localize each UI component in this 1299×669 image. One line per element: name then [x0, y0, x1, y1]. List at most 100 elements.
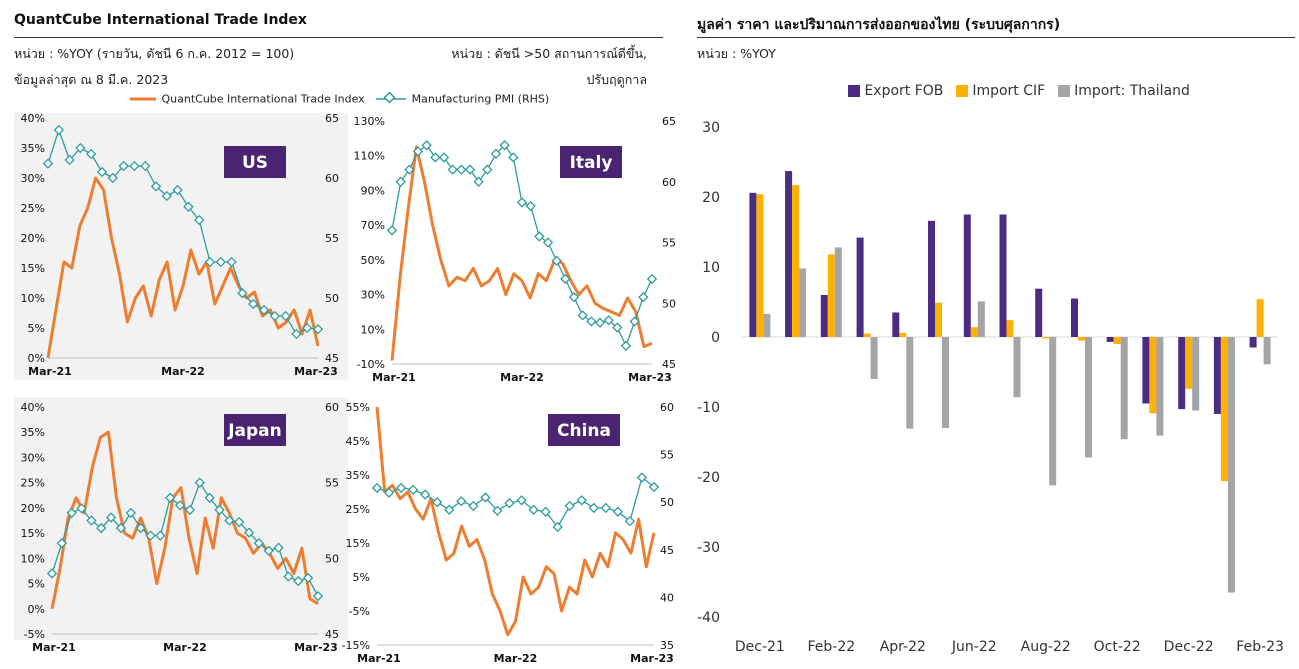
pmi-marker — [293, 575, 304, 587]
y-left-tick-label: 15% — [346, 537, 370, 550]
pmi-marker — [508, 152, 519, 163]
y-left-tick-label: 30% — [361, 289, 385, 302]
pmi-marker — [447, 164, 458, 175]
bar-import-thailand — [799, 268, 807, 337]
pmi-marker — [473, 176, 484, 187]
pmi-marker — [234, 516, 245, 528]
pmi-marker — [482, 164, 493, 175]
pmi-marker — [86, 515, 97, 526]
y-left-tick-label: 35% — [21, 142, 45, 155]
bar-export-fob — [820, 295, 828, 337]
trade-index-legend-label: QuantCube International Trade Index — [161, 92, 365, 106]
pmi-marker — [258, 304, 270, 316]
export-fob-legend-label: Export FOB — [864, 83, 944, 99]
pmi-marker — [253, 538, 265, 549]
pmi-marker — [468, 500, 479, 512]
y-right-tick-label: 55 — [325, 232, 339, 245]
pmi-marker — [56, 538, 68, 549]
pmi-marker — [273, 542, 284, 553]
country-label-box — [224, 146, 286, 178]
right-unit-note: หน่วย : ดัชนี >50 สถานการณ์ดีขึ้น, — [451, 46, 647, 61]
pmi-marker — [155, 530, 166, 541]
pmi-marker — [612, 322, 623, 333]
bar-export-fob — [1213, 337, 1221, 414]
pmi-marker — [603, 315, 614, 326]
bar-y-tick-label: 10 — [702, 260, 720, 276]
pmi-marker — [540, 506, 551, 517]
pmi-marker — [248, 298, 259, 310]
x-tick-label: Mar-23 — [630, 652, 674, 665]
y-left-tick-label: 130% — [354, 115, 385, 128]
pmi-marker — [42, 158, 54, 169]
x-tick-label: Mar-21 — [372, 371, 416, 384]
y-left-tick-label: 20% — [21, 502, 45, 515]
bar-import-cif — [1220, 337, 1228, 482]
pmi-marker — [165, 492, 176, 503]
x-tick-label: Mar-22 — [163, 641, 207, 654]
pmi-marker — [86, 148, 97, 160]
pmi-marker — [194, 477, 205, 488]
pmi-marker — [407, 484, 419, 495]
pmi-marker — [371, 482, 383, 494]
y-left-tick-label: 40% — [21, 401, 45, 414]
pmi-marker — [140, 160, 151, 172]
country-label: Italy — [570, 153, 613, 173]
pmi-marker — [560, 273, 571, 285]
bar-x-tick-label: Oct-22 — [1094, 639, 1141, 655]
pmi-marker — [612, 506, 624, 517]
left-unit-note: หน่วย : %YOY (รายวัน, ดัชนี 6 ก.ค. 2012 … — [14, 46, 295, 61]
y-right-tick-label: 55 — [325, 477, 339, 490]
pmi-legend-label: Manufacturing PMI (RHS) — [411, 92, 550, 106]
panel-us: 40%35%30%25%20%15%10%5%0%6560555045Mar-2… — [14, 112, 348, 380]
y-left-tick-label: 55% — [346, 401, 370, 414]
y-left-tick-label: 50% — [361, 254, 385, 267]
pmi-marker — [75, 142, 86, 154]
x-tick-label: Mar-23 — [628, 371, 672, 384]
pmi-marker — [420, 489, 431, 500]
bar-import-cif — [970, 327, 978, 337]
x-tick-label: Mar-23 — [294, 365, 338, 378]
bar-import-thailand — [1085, 337, 1092, 458]
export-fob-swatch — [848, 85, 860, 97]
country-label-box — [224, 414, 286, 446]
import-cif-swatch — [955, 85, 968, 97]
y-left-tick-label: 110% — [354, 150, 385, 163]
y-right-tick-label: 55 — [662, 237, 676, 250]
pmi-marker — [576, 495, 587, 506]
pmi-marker — [66, 507, 77, 519]
pmi-marker — [243, 527, 255, 538]
pmi-marker — [490, 148, 502, 159]
right-unit-note-2: ปรับฤดูกาล — [586, 72, 647, 87]
left-date-note: ข้อมูลล่าสุด ณ 8 มี.ค. 2023 — [14, 72, 169, 87]
bar-import-cif — [756, 194, 764, 337]
y-right-tick-label: 50 — [325, 292, 339, 305]
bar-y-tick-label: -20 — [697, 470, 720, 486]
bar-import-thailand — [1263, 337, 1271, 365]
pmi-marker — [194, 214, 205, 226]
pmi-marker — [395, 482, 407, 494]
y-right-tick-label: 60 — [325, 172, 339, 185]
pmi-marker — [118, 160, 129, 172]
bar-y-tick-label: 20 — [702, 190, 720, 206]
pmi-marker — [421, 140, 432, 151]
pmi-marker — [183, 201, 194, 212]
y-left-tick-label: -15% — [342, 639, 370, 652]
pmi-marker — [456, 164, 467, 175]
pmi-marker — [404, 164, 415, 175]
pmi-marker — [96, 522, 107, 534]
y-left-tick-label: -10% — [357, 358, 385, 371]
y-left-tick-label: 5% — [28, 578, 45, 591]
y-right-tick-label: 60 — [662, 176, 676, 189]
exports-legend: Export FOB Import CIF Import: Thailand — [848, 83, 1190, 99]
y-left-tick-label: 0% — [28, 352, 45, 365]
pmi-marker — [395, 176, 406, 187]
pmi-marker — [204, 256, 216, 268]
bar-import-thailand — [1156, 337, 1164, 436]
y-right-tick-label: 45 — [660, 544, 674, 557]
bar-export-fob — [1178, 337, 1186, 410]
pmi-marker — [551, 255, 562, 266]
pmi-marker — [620, 340, 632, 351]
y-left-tick-label: 25% — [346, 503, 370, 516]
pmi-marker — [150, 181, 162, 192]
pmi-marker — [125, 507, 136, 519]
